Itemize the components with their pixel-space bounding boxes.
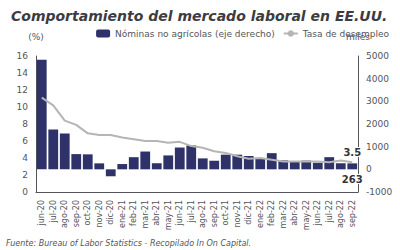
svg-text:-1000: -1000 xyxy=(366,187,392,197)
svg-text:ago-20: ago-20 xyxy=(60,200,69,228)
svg-text:nov-20: nov-20 xyxy=(95,200,104,228)
svg-text:ago-22: ago-22 xyxy=(336,200,345,228)
svg-text:sep-22: sep-22 xyxy=(348,200,357,227)
svg-text:oct-21: oct-21 xyxy=(221,200,230,226)
svg-text:14: 14 xyxy=(17,68,29,78)
svg-text:abr-21: abr-21 xyxy=(152,200,161,226)
svg-text:jun-22: jun-22 xyxy=(313,200,322,226)
svg-text:1000: 1000 xyxy=(366,142,389,152)
svg-text:0: 0 xyxy=(366,164,372,174)
svg-text:ago-21: ago-21 xyxy=(198,200,207,228)
svg-text:ene-21: ene-21 xyxy=(118,200,127,228)
svg-text:0: 0 xyxy=(22,187,28,197)
svg-text:4000: 4000 xyxy=(366,74,389,84)
svg-text:2000: 2000 xyxy=(366,119,389,129)
svg-text:feb-22: feb-22 xyxy=(267,200,276,226)
svg-text:ene-22: ene-22 xyxy=(256,200,265,228)
svg-text:12: 12 xyxy=(17,85,28,95)
svg-text:jun-21: jun-21 xyxy=(175,200,184,226)
svg-text:may-22: may-22 xyxy=(302,200,311,230)
svg-text:2: 2 xyxy=(22,170,28,180)
svg-text:abr-22: abr-22 xyxy=(290,200,299,226)
svg-text:sep-21: sep-21 xyxy=(210,200,219,227)
svg-text:3000: 3000 xyxy=(366,96,389,106)
svg-text:nov-21: nov-21 xyxy=(233,200,242,228)
svg-text:8: 8 xyxy=(22,119,28,129)
svg-text:mar-22: mar-22 xyxy=(279,200,288,229)
svg-text:10: 10 xyxy=(17,102,29,112)
svg-text:5000: 5000 xyxy=(366,51,389,61)
svg-text:263: 263 xyxy=(342,174,363,185)
svg-text:(%): (%) xyxy=(28,32,44,42)
svg-text:Tasa de desempleo: Tasa de desempleo xyxy=(302,29,390,39)
svg-text:16: 16 xyxy=(17,51,29,61)
svg-text:oct-20: oct-20 xyxy=(83,200,92,226)
svg-text:may-21: may-21 xyxy=(164,200,173,230)
svg-text:Fuente: Bureau of Labor Statis: Fuente: Bureau of Labor Statistics - Rec… xyxy=(6,239,251,248)
svg-text:Nóminas no agrícolas (eje dere: Nóminas no agrícolas (eje derecho) xyxy=(115,29,275,39)
svg-text:jul-20: jul-20 xyxy=(49,200,58,224)
svg-text:dic-21: dic-21 xyxy=(244,200,253,225)
svg-text:jul-22: jul-22 xyxy=(325,200,334,224)
svg-text:mar-21: mar-21 xyxy=(141,200,150,229)
svg-text:sep-20: sep-20 xyxy=(72,200,81,227)
svg-text:4: 4 xyxy=(22,153,28,163)
svg-text:jun-20: jun-20 xyxy=(37,200,46,226)
svg-text:feb-21: feb-21 xyxy=(129,200,138,226)
svg-text:jul-21: jul-21 xyxy=(187,200,196,224)
svg-text:3.5: 3.5 xyxy=(343,147,361,158)
svg-text:Comportamiento del mercado lab: Comportamiento del mercado laboral en EE… xyxy=(11,8,387,24)
svg-text:6: 6 xyxy=(22,136,28,146)
svg-text:dic-20: dic-20 xyxy=(106,200,115,225)
